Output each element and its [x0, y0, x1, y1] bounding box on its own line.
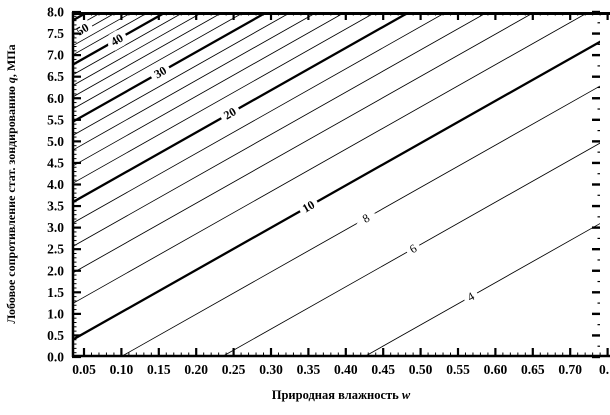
contour-line-10: [72, 40, 600, 342]
contour-line-6: [221, 142, 600, 357]
contour-line-34: [72, 12, 224, 98]
x-tick-label: 0.55: [446, 362, 470, 377]
y-axis-title: Лобовое сопротивление стат. зондированию…: [4, 44, 18, 323]
y-tick-label: 2.0: [47, 263, 64, 278]
x-tick-label: 0.45: [371, 362, 395, 377]
x-tick-label: 0.70: [558, 362, 582, 377]
y-tick-label: 7.5: [47, 26, 64, 41]
y-tick-label: 1.5: [47, 285, 64, 300]
y-axis-title-text: Лобовое сопротивление стат. зондированию…: [4, 44, 18, 323]
contour-line-40: [72, 12, 167, 67]
contour-line-30: [72, 12, 268, 124]
contour-line-20: [72, 12, 410, 204]
x-axis-title: Природная влажность w: [272, 388, 411, 402]
y-tick-label: 8.0: [47, 5, 64, 20]
contour-line-22: [72, 12, 377, 185]
contour-line-36: [72, 12, 204, 87]
y-tick-label: 7.0: [47, 48, 64, 63]
x-tick-labels: 0.05 0.10 0.15 0.20 0.25 0.30 0.35 0.40 0.45 0.50…: [72, 362, 609, 377]
contour-line-4: [363, 223, 600, 357]
contour-line-28: [72, 12, 292, 137]
x-tick-label: 0.30: [259, 362, 283, 377]
y-tick-label: 6.0: [47, 91, 64, 106]
y-tick-label: 3.5: [47, 199, 64, 214]
contour-line-26: [72, 12, 318, 151]
x-tick-label: 0.40: [334, 362, 358, 377]
x-tick-label: 0.60: [484, 362, 508, 377]
contour-line-32: [72, 12, 245, 110]
x-tick-label: 0.25: [222, 362, 246, 377]
y-tick-label: 5.5: [47, 112, 64, 127]
contour-line-42: [72, 12, 150, 56]
x-tick-label: 0.65: [521, 362, 545, 377]
y-tick-label: 5.0: [47, 134, 64, 149]
contour-line-12: [72, 12, 589, 305]
y-tick-label: 4.5: [47, 155, 64, 170]
y-tick-label: 0.5: [47, 328, 64, 343]
x-tick-label: 0.10: [110, 362, 134, 377]
contour-line-14: [72, 12, 535, 274]
y-tick-label: 1.0: [47, 306, 64, 321]
y-tick-label: 2.5: [47, 242, 64, 257]
x-tick-label: 0.20: [184, 362, 208, 377]
contour-line-24: [72, 12, 346, 167]
x-axis-title-text: Природная влажность w: [272, 388, 411, 402]
y-tick-label: 0.0: [47, 350, 64, 365]
contour-line-8: [120, 85, 600, 357]
x-tick-label: 0.15: [147, 362, 171, 377]
y-tick-labels: 0.0 0.5 1.0 1.5 2.0 2.5 3.0 3.5 4.0 4.5 5.0 5.5 6.0 6…: [47, 5, 64, 365]
x-tick-label: 0.: [599, 362, 609, 377]
contour-line-16: [72, 12, 488, 248]
contour-line-18: [72, 12, 447, 224]
axis-ticks: [72, 10, 609, 359]
contour-lines: [72, 12, 600, 357]
x-tick-label: 0.50: [409, 362, 433, 377]
x-tick-label: 0.05: [72, 362, 96, 377]
y-tick-label: 4.0: [47, 177, 64, 192]
x-tick-label: 0.35: [297, 362, 321, 377]
y-tick-label: 6.5: [47, 69, 64, 84]
y-tick-label: 3.0: [47, 220, 64, 235]
contour-line-38: [72, 12, 185, 76]
